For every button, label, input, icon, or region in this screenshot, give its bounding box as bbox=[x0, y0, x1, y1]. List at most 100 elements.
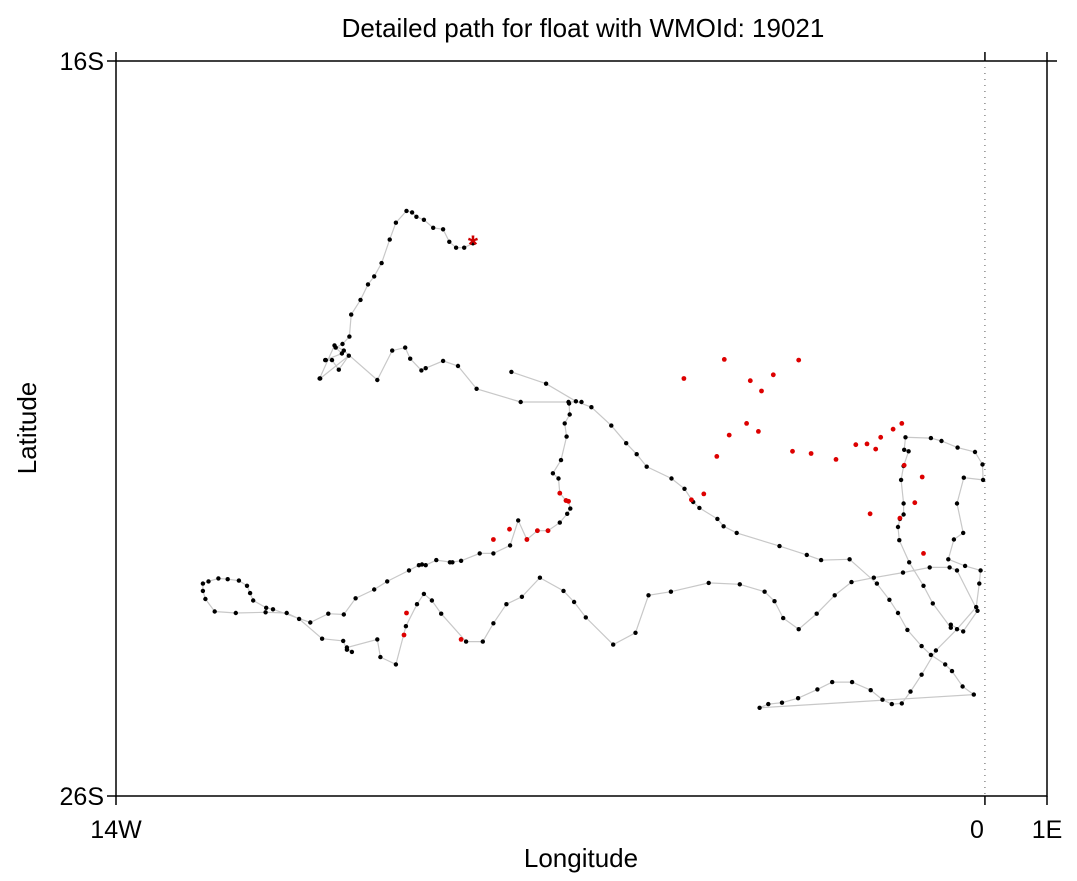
position-point bbox=[901, 501, 906, 506]
position-point bbox=[906, 449, 911, 454]
position-point bbox=[477, 551, 482, 556]
position-point bbox=[919, 672, 924, 677]
position-point bbox=[470, 241, 476, 246]
highlight-point bbox=[681, 376, 687, 381]
float-positions bbox=[200, 208, 986, 710]
position-point bbox=[419, 368, 424, 373]
position-point bbox=[962, 563, 968, 569]
position-point bbox=[907, 560, 912, 565]
highlight-point bbox=[701, 491, 707, 497]
position-point bbox=[284, 610, 289, 616]
position-point bbox=[903, 435, 908, 440]
position-point bbox=[565, 511, 570, 516]
position-point bbox=[206, 579, 211, 584]
highlight-point bbox=[921, 551, 926, 556]
position-point bbox=[832, 593, 837, 598]
position-point bbox=[414, 602, 420, 607]
highlight-point bbox=[458, 637, 464, 642]
position-point bbox=[721, 524, 726, 529]
position-point bbox=[895, 524, 901, 530]
position-point bbox=[414, 214, 419, 219]
position-point bbox=[463, 639, 469, 644]
position-point bbox=[868, 688, 873, 693]
position-point bbox=[516, 518, 521, 523]
position-point bbox=[296, 616, 302, 622]
position-point bbox=[347, 334, 352, 339]
position-point bbox=[212, 609, 217, 614]
position-point bbox=[319, 636, 325, 641]
position-point bbox=[200, 581, 206, 586]
position-point bbox=[403, 624, 409, 629]
position-point bbox=[439, 611, 444, 616]
position-point bbox=[561, 588, 566, 594]
position-point bbox=[317, 376, 322, 381]
position-point bbox=[556, 476, 561, 481]
highlight-point bbox=[796, 357, 802, 363]
x-tick-label: 1E bbox=[1032, 816, 1063, 844]
position-point bbox=[804, 552, 809, 558]
highlight-point bbox=[689, 497, 694, 503]
position-point bbox=[927, 565, 932, 570]
position-point bbox=[247, 590, 253, 596]
y-axis-label: Latitude bbox=[12, 382, 42, 475]
position-point bbox=[939, 438, 944, 444]
position-point bbox=[895, 610, 901, 616]
position-point bbox=[429, 598, 435, 603]
position-point bbox=[737, 582, 742, 587]
position-point bbox=[609, 423, 614, 428]
position-point bbox=[346, 353, 351, 358]
position-point bbox=[378, 654, 383, 660]
position-point bbox=[507, 543, 513, 548]
position-point bbox=[880, 697, 885, 702]
position-point bbox=[393, 220, 399, 225]
highlight-point bbox=[491, 537, 496, 542]
highlight-point bbox=[756, 429, 761, 434]
position-point bbox=[900, 570, 906, 575]
position-point bbox=[423, 563, 428, 568]
y-tick-label: 26S bbox=[60, 783, 104, 811]
position-point bbox=[955, 445, 960, 450]
position-point bbox=[390, 348, 395, 353]
highlight-point bbox=[864, 441, 870, 447]
position-point bbox=[928, 652, 934, 658]
highlight-point bbox=[853, 442, 859, 448]
float-path bbox=[202, 210, 984, 709]
position-point bbox=[961, 475, 966, 480]
position-point bbox=[948, 625, 953, 630]
position-point bbox=[567, 412, 572, 417]
position-point bbox=[779, 700, 785, 705]
position-point bbox=[972, 449, 978, 455]
position-point bbox=[365, 282, 371, 287]
highlight-point bbox=[747, 378, 753, 384]
position-point bbox=[571, 599, 577, 605]
position-point bbox=[772, 599, 777, 604]
x-axis-ticks: 14W 0 1E bbox=[90, 52, 1062, 844]
position-point bbox=[899, 701, 904, 706]
position-point bbox=[980, 462, 985, 467]
position-point bbox=[975, 608, 980, 613]
highlight-point bbox=[899, 421, 905, 426]
y-axis-ticks: 16S 26S bbox=[60, 48, 116, 811]
position-point bbox=[766, 701, 771, 707]
position-point bbox=[849, 679, 855, 685]
position-point bbox=[977, 581, 982, 586]
position-point bbox=[491, 621, 496, 626]
highlight-point bbox=[714, 454, 720, 459]
position-point bbox=[961, 530, 966, 536]
position-point bbox=[440, 358, 446, 364]
position-point bbox=[372, 587, 377, 592]
position-point bbox=[408, 356, 413, 361]
position-point bbox=[440, 227, 446, 232]
position-point bbox=[564, 434, 569, 439]
position-point bbox=[921, 583, 926, 588]
position-point bbox=[329, 357, 335, 363]
position-point bbox=[216, 576, 221, 581]
position-point bbox=[518, 399, 523, 405]
position-point bbox=[943, 662, 948, 667]
position-point bbox=[406, 568, 412, 573]
position-point bbox=[777, 543, 782, 549]
position-point bbox=[933, 648, 939, 653]
position-point bbox=[447, 239, 452, 244]
highlight-point bbox=[808, 451, 814, 456]
position-point bbox=[697, 505, 702, 511]
